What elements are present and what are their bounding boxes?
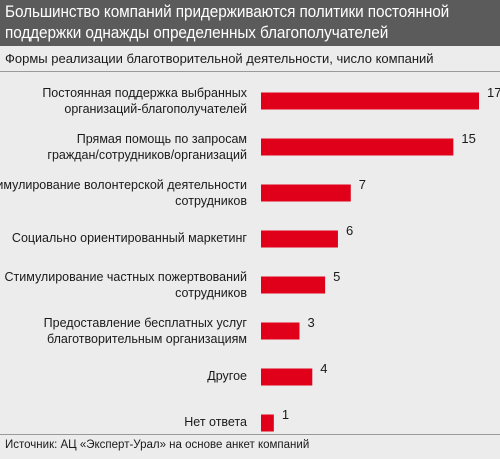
category-label-1: Постоянная поддержка выбранных организаци…: [42, 86, 247, 116]
data-label-4: 6: [346, 223, 353, 238]
bar-4: [261, 230, 338, 248]
data-label-3: 7: [359, 177, 366, 192]
data-label-6: 3: [307, 315, 314, 330]
bar-8: [261, 414, 274, 432]
divider-bottom: [0, 434, 500, 435]
category-label-7: Другое: [207, 369, 247, 383]
data-label-1: 17: [487, 85, 500, 100]
source-note: Источник: АЦ «Эксперт-Урал» на основе ан…: [5, 439, 310, 451]
bar-3: [261, 184, 351, 202]
chart-subtitle: Формы реализации благотворительной деяте…: [5, 51, 434, 66]
bar-6: [261, 322, 300, 340]
chart-title: Большинство компаний придерживаются поли…: [5, 3, 450, 42]
category-label-8: Нет ответа: [184, 415, 247, 429]
divider-top: [0, 71, 500, 72]
category-label-4: Социально ориентированный маркетинг: [12, 231, 248, 245]
data-label-8: 1: [282, 407, 289, 422]
data-label-2: 15: [461, 131, 475, 146]
category-label-3: Стимулирование волонтерской деятельности…: [0, 178, 247, 208]
data-label-5: 5: [333, 269, 340, 284]
bar-7: [261, 368, 313, 386]
category-label-6: Предоставление бесплатных услуг благотвор…: [44, 316, 248, 346]
bar-5: [261, 276, 326, 294]
data-label-7: 4: [320, 361, 327, 376]
category-label-2: Прямая помощь по запросам граждан/сотрудн…: [47, 132, 247, 162]
bar-1: [261, 92, 479, 110]
bar-2: [261, 138, 454, 156]
title-banner: Большинство компаний придерживаются поли…: [0, 0, 500, 46]
category-label-5: Стимулирование частных пожертвований сотр…: [4, 270, 247, 300]
